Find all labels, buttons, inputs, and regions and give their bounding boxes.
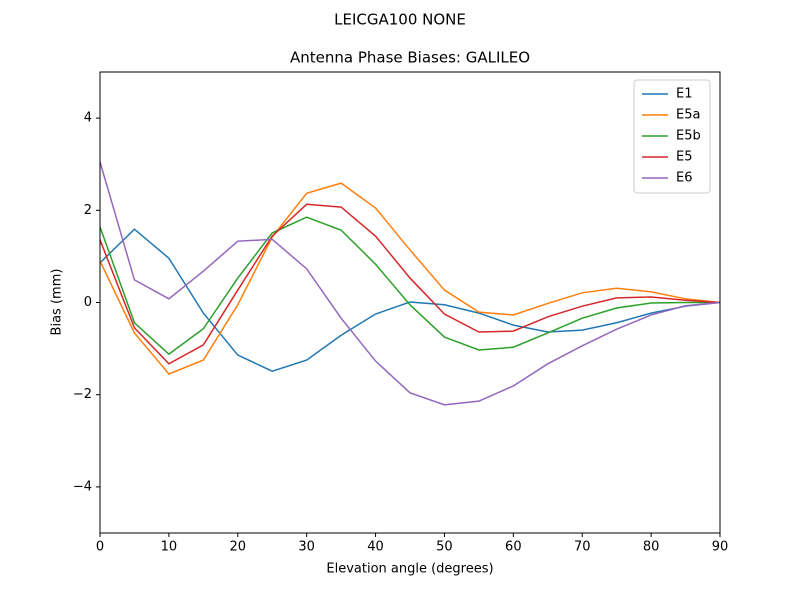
y-tick-label: −4: [73, 479, 92, 494]
x-tick-label: 10: [161, 540, 178, 555]
x-axis-label: Elevation angle (degrees): [326, 562, 493, 577]
x-tick-label: 90: [712, 540, 729, 555]
legend-label: E1: [676, 87, 693, 102]
y-tick-label: 0: [84, 295, 92, 310]
data-line: [99, 161, 721, 406]
x-tick-label: 50: [436, 540, 453, 555]
y-tick-label: −2: [73, 387, 92, 402]
y-tick-label: 4: [84, 111, 92, 126]
legend: E1 E5a E5b E5 E6: [633, 79, 711, 194]
x-tick-label: 20: [230, 540, 247, 555]
y-axis-label: Bias (mm): [50, 269, 65, 336]
x-tick-label: 70: [574, 540, 591, 555]
data-line: [99, 228, 721, 372]
x-tick-label: 0: [96, 540, 104, 555]
data-line: [99, 216, 720, 356]
x-tick-label: 40: [367, 540, 384, 555]
x-tick-label: 60: [505, 540, 522, 555]
suptitle: LEICGA100 NONE: [334, 11, 466, 29]
legend-label: E6: [676, 171, 693, 186]
legend-label: E5: [676, 150, 693, 165]
data-line: [99, 182, 721, 375]
chart-title: Antenna Phase Biases: GALILEO: [290, 49, 530, 67]
axes-frame: [99, 71, 721, 534]
x-tick-label: 30: [298, 540, 315, 555]
data-line: [99, 203, 721, 365]
x-tick-label: 80: [643, 540, 660, 555]
legend-label: E5b: [676, 129, 701, 144]
legend-box: [633, 79, 711, 194]
y-tick-label: 2: [84, 203, 92, 218]
legend-label: E5a: [676, 108, 700, 123]
